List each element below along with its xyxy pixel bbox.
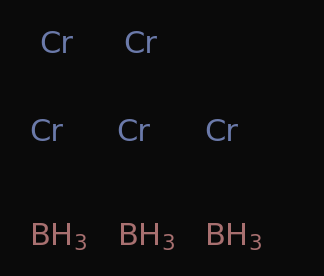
Text: Cr: Cr (117, 118, 151, 147)
Text: BH$_3$: BH$_3$ (204, 222, 262, 253)
Text: BH$_3$: BH$_3$ (117, 222, 175, 253)
Text: Cr: Cr (204, 118, 238, 147)
Text: Cr: Cr (39, 30, 73, 59)
Text: BH$_3$: BH$_3$ (29, 222, 87, 253)
Text: Cr: Cr (123, 30, 157, 59)
Text: Cr: Cr (29, 118, 63, 147)
